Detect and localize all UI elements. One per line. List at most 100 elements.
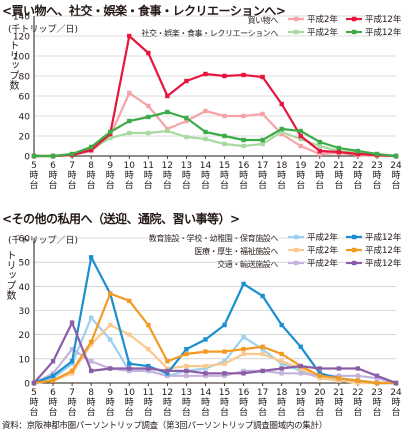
- chart-title-shopping: <買い物へ、社交・娯楽・食事・レクリエーションへ>: [2, 4, 286, 18]
- data-point: [203, 363, 208, 369]
- y-tick-label: 40: [19, 283, 31, 293]
- legend-marker: [352, 260, 357, 266]
- data-point: [374, 373, 380, 378]
- y-tick-label: 10: [19, 355, 31, 365]
- data-point: [260, 111, 265, 117]
- data-point: [184, 346, 189, 352]
- legend-group-transport: 交通・輸送施設へ: [217, 260, 278, 269]
- x-tick-label: 6 時台: [49, 161, 58, 191]
- data-point: [184, 363, 189, 369]
- x-tick-label: 13 時台: [181, 388, 192, 418]
- unit-label-shopping: (千トリップ／日): [8, 25, 79, 35]
- data-point: [146, 363, 151, 369]
- data-point: [260, 141, 265, 147]
- x-tick-label: 14 時台: [200, 161, 212, 191]
- legend-marker: [294, 247, 299, 253]
- data-point: [279, 101, 284, 107]
- x-tick-label: 6 時台: [49, 388, 58, 418]
- data-point: [31, 380, 37, 386]
- data-point: [69, 371, 75, 376]
- data-point: [184, 115, 189, 121]
- legend-series-label: 平成12年: [365, 14, 402, 25]
- data-point: [374, 151, 380, 157]
- data-point: [336, 378, 342, 383]
- data-point: [241, 346, 246, 352]
- data-point: [222, 141, 227, 147]
- data-point: [279, 129, 284, 135]
- x-tick-label: 22 時台: [352, 161, 363, 191]
- data-point: [146, 114, 151, 120]
- data-point: [127, 298, 132, 304]
- data-point: [279, 351, 284, 357]
- x-tick-label: 16 時台: [238, 161, 250, 191]
- legend-group-shopping: 買い物へ: [247, 16, 279, 25]
- data-point: [127, 332, 132, 337]
- x-tick-label: 10 時台: [124, 388, 136, 418]
- data-point: [298, 133, 303, 139]
- data-point: [355, 366, 361, 371]
- x-tick-label: 9 時台: [106, 161, 115, 191]
- data-point: [203, 337, 208, 342]
- x-tick-label: 9 時台: [106, 388, 115, 418]
- data-point: [127, 368, 132, 374]
- data-point: [127, 361, 132, 366]
- data-point: [108, 129, 113, 135]
- data-point: [317, 151, 322, 157]
- data-point: [222, 361, 227, 366]
- y-axis-label-other-private: トリップ数: [4, 250, 15, 300]
- data-point: [222, 371, 227, 376]
- data-point: [203, 108, 208, 114]
- x-tick-label: 23 時台: [371, 161, 382, 191]
- series-line-1-3: [33, 292, 396, 385]
- data-point: [184, 118, 189, 124]
- data-point: [165, 128, 170, 134]
- series-line-0-1: [34, 34, 397, 158]
- data-point: [355, 373, 361, 378]
- data-point: [298, 136, 303, 142]
- y-tick-label: 60: [19, 93, 31, 103]
- data-point: [127, 90, 132, 96]
- data-point: [260, 368, 265, 374]
- legend-group-medical: 医療・厚生・福祉施設へ: [194, 247, 278, 256]
- x-tick-label: 11 時台: [143, 388, 154, 418]
- x-tick-label: 23 時台: [371, 388, 382, 418]
- data-point: [260, 344, 265, 349]
- data-point: [146, 346, 151, 352]
- data-point: [184, 368, 189, 374]
- data-point: [69, 346, 75, 352]
- data-point: [317, 371, 322, 376]
- data-point: [69, 151, 75, 157]
- data-point: [279, 361, 284, 366]
- data-point: [127, 118, 132, 124]
- x-tick-label: 21 時台: [333, 161, 344, 191]
- data-point: [336, 149, 342, 155]
- legend-series-label: 平成2年: [307, 27, 338, 38]
- data-point: [127, 130, 132, 136]
- data-point: [108, 366, 113, 371]
- legend-series-label: 平成2年: [307, 245, 338, 256]
- source-note: 資料：京阪神都市圏パーソントリップ調査（第3回パーソントリップ調査圏域内の集計）: [2, 421, 327, 431]
- data-point: [260, 137, 265, 143]
- data-point: [298, 344, 303, 349]
- data-point: [279, 322, 284, 328]
- data-point: [184, 351, 189, 357]
- x-tick-label: 20 時台: [314, 161, 326, 191]
- data-point: [355, 378, 361, 383]
- data-point: [184, 373, 189, 378]
- data-point: [336, 366, 342, 371]
- x-tick-label: 22 時台: [352, 388, 363, 418]
- data-point: [222, 373, 227, 378]
- data-point: [222, 349, 227, 354]
- legend-group-social: 社交・娯楽・食事・レクリエーションへ: [141, 29, 278, 38]
- data-point: [69, 361, 75, 366]
- data-point: [184, 78, 189, 84]
- series-line-1-5: [33, 321, 397, 385]
- data-point: [88, 315, 94, 320]
- data-point: [260, 346, 265, 352]
- data-point: [165, 359, 170, 364]
- y-tick-label: 20: [19, 331, 31, 341]
- x-tick-label: 24 時台: [390, 388, 402, 418]
- data-point: [88, 147, 94, 153]
- y-tick-label: 50: [19, 259, 31, 269]
- data-point: [88, 342, 94, 347]
